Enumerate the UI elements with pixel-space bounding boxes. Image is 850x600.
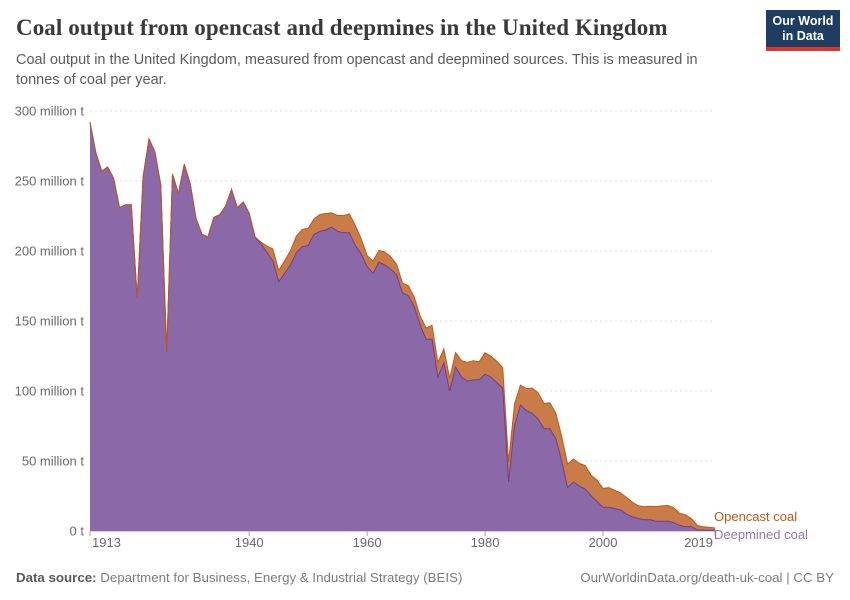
owid-logo[interactable]: Our World in Data: [766, 10, 840, 51]
data-source-text: Department for Business, Energy & Indust…: [100, 570, 463, 585]
credit-link[interactable]: OurWorldinData.org/death-uk-coal | CC BY: [580, 570, 834, 585]
x-axis-tick-label: 2000: [589, 535, 618, 550]
y-axis-tick-label: 250 million t: [15, 174, 85, 189]
opencast-coal-line: [89, 122, 716, 529]
y-axis-tick-label: 300 million t: [15, 104, 85, 119]
x-axis-tick-label: 1940: [235, 535, 264, 550]
data-source-label: Data source:: [16, 570, 97, 585]
legend-opencast-coal[interactable]: Opencast coal: [714, 509, 798, 524]
y-axis-tick-label: 50 million t: [22, 454, 85, 469]
chart-subtitle: Coal output in the United Kingdom, measu…: [16, 52, 698, 89]
deepmined-coal-area[interactable]: [90, 122, 715, 531]
data-source-note: Data source: Department for Business, En…: [16, 570, 462, 585]
y-axis-tick-label: 150 million t: [15, 314, 85, 329]
x-axis-tick-label: 1960: [353, 535, 382, 550]
chart-legend: Opencast coal Deepmined coal: [714, 508, 808, 544]
y-axis-tick-label: 0 t: [70, 524, 85, 539]
stacked-area-plot[interactable]: 0 t 50 million t 100 million t 150 million …: [0, 95, 850, 557]
chart-footer: Data source: Department for Business, En…: [16, 570, 834, 585]
x-axis-tick-label: 1980: [471, 535, 500, 550]
x-axis-tick-label: 2019: [684, 535, 713, 550]
legend-deepmined-coal[interactable]: Deepmined coal: [714, 527, 808, 542]
y-axis-tick-label: 100 million t: [15, 384, 85, 399]
owid-logo-line1: Our World: [772, 14, 834, 29]
x-axis-tick-label: 1913: [92, 535, 121, 550]
owid-logo-line2: in Data: [782, 28, 824, 43]
page-title: Coal output from opencast and deepmines …: [16, 15, 668, 40]
y-axis-tick-label: 200 million t: [15, 244, 85, 259]
